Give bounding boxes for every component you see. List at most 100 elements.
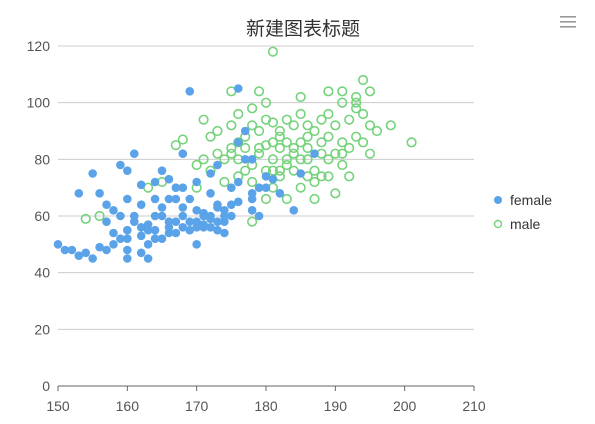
female-point[interactable] — [233, 138, 243, 147]
male-point[interactable] — [253, 148, 265, 159]
female-point[interactable] — [261, 172, 271, 181]
female-point[interactable] — [116, 234, 125, 243]
female-point[interactable] — [123, 254, 132, 263]
female-point[interactable] — [240, 126, 250, 136]
male-point[interactable] — [323, 131, 334, 142]
female-point[interactable] — [171, 228, 181, 238]
female-point[interactable] — [95, 242, 104, 252]
male-point[interactable] — [330, 148, 341, 159]
female-point[interactable] — [227, 200, 236, 209]
female-point[interactable] — [88, 254, 97, 263]
female-point[interactable] — [102, 245, 111, 255]
male-point[interactable] — [233, 108, 244, 120]
female-point[interactable] — [247, 189, 257, 198]
female-point[interactable] — [109, 228, 118, 238]
male-point[interactable] — [281, 137, 292, 148]
male-point[interactable] — [295, 182, 306, 193]
male-point[interactable] — [170, 140, 181, 151]
male-point[interactable] — [219, 154, 230, 165]
male-point[interactable] — [302, 154, 313, 165]
male-point[interactable] — [288, 142, 299, 154]
female-point[interactable] — [53, 240, 63, 249]
female-point[interactable] — [74, 251, 84, 260]
male-point[interactable] — [274, 125, 285, 137]
male-point[interactable] — [281, 193, 292, 205]
male-point[interactable] — [295, 137, 306, 148]
female-point[interactable] — [213, 203, 222, 212]
female-point[interactable] — [143, 220, 153, 229]
female-point[interactable] — [81, 248, 91, 258]
male-point[interactable] — [212, 125, 223, 137]
female-point[interactable] — [136, 200, 146, 209]
male-point[interactable] — [295, 154, 306, 165]
female-point[interactable] — [164, 194, 174, 204]
female-point[interactable] — [178, 183, 188, 192]
female-point[interactable] — [95, 189, 104, 198]
female-point[interactable] — [171, 217, 181, 226]
female-point[interactable] — [164, 217, 174, 226]
male-point[interactable] — [316, 171, 327, 182]
female-point[interactable] — [254, 183, 264, 192]
male-point[interactable] — [351, 91, 362, 103]
female-point[interactable] — [220, 217, 229, 226]
male-point[interactable] — [281, 114, 292, 125]
male-point[interactable] — [385, 120, 396, 131]
female-point[interactable] — [171, 183, 181, 192]
male-point[interactable] — [364, 148, 376, 159]
female-point[interactable] — [136, 180, 146, 190]
female-point[interactable] — [60, 245, 70, 255]
female-point[interactable] — [233, 84, 243, 93]
male-point[interactable] — [267, 154, 279, 165]
male-point[interactable] — [267, 165, 279, 176]
male-point[interactable] — [288, 120, 299, 131]
male-point[interactable] — [351, 97, 362, 108]
male-point[interactable] — [344, 142, 355, 154]
male-point[interactable] — [337, 97, 348, 108]
female-point[interactable] — [178, 211, 188, 221]
female-point[interactable] — [171, 194, 181, 204]
male-point[interactable] — [253, 142, 265, 154]
female-point[interactable] — [261, 183, 271, 192]
female-point[interactable] — [136, 248, 146, 258]
male-point[interactable] — [274, 142, 285, 154]
female-point[interactable] — [109, 240, 118, 249]
male-point[interactable] — [357, 74, 369, 86]
female-point[interactable] — [220, 228, 229, 238]
male-point[interactable] — [247, 216, 258, 227]
male-point[interactable] — [337, 148, 348, 159]
male-point[interactable] — [260, 97, 272, 108]
female-point[interactable] — [185, 87, 195, 96]
female-point[interactable] — [192, 217, 201, 226]
female-point[interactable] — [150, 194, 160, 204]
male-point[interactable] — [233, 137, 244, 148]
male-point[interactable] — [226, 120, 237, 131]
male-point[interactable] — [253, 125, 265, 137]
male-point[interactable] — [260, 193, 272, 205]
female-point[interactable] — [157, 234, 167, 243]
female-point[interactable] — [123, 245, 132, 255]
male-point[interactable] — [247, 120, 258, 131]
male-point[interactable] — [288, 148, 299, 159]
male-point[interactable] — [205, 131, 216, 142]
female-point[interactable] — [227, 211, 236, 221]
female-point[interactable] — [67, 245, 77, 255]
female-point[interactable] — [199, 220, 208, 229]
female-point[interactable] — [150, 234, 160, 243]
female-point[interactable] — [213, 217, 222, 226]
male-point[interactable] — [351, 103, 362, 114]
legend[interactable]: female male — [493, 192, 552, 232]
male-point[interactable] — [316, 137, 327, 148]
female-point[interactable] — [109, 206, 118, 215]
female-point[interactable] — [185, 194, 195, 204]
male-point[interactable] — [406, 137, 417, 148]
female-point[interactable] — [157, 166, 167, 175]
hamburger-menu-icon[interactable] — [558, 14, 578, 30]
female-point[interactable] — [157, 211, 167, 221]
female-point[interactable] — [206, 211, 215, 221]
female-point[interactable] — [123, 194, 132, 204]
male-point[interactable] — [323, 154, 334, 165]
female-point[interactable] — [164, 228, 174, 238]
female-point[interactable] — [143, 254, 153, 263]
male-point[interactable] — [330, 188, 341, 199]
male-point[interactable] — [337, 86, 348, 97]
